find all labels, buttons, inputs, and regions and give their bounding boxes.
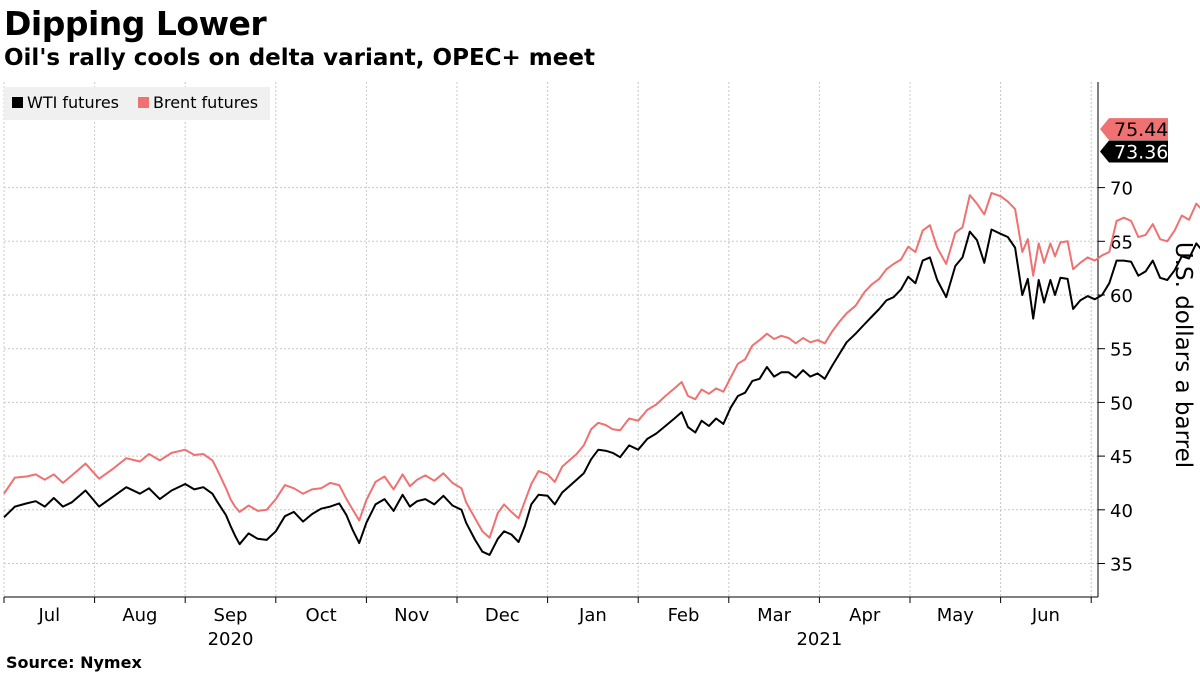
y-tick-label: 55	[1110, 340, 1133, 361]
x-tick-label: Dec	[485, 605, 520, 626]
y-tick-label: 40	[1110, 501, 1133, 522]
brent-last-value: 75.44	[1114, 119, 1168, 141]
x-tick-label: Aug	[122, 605, 157, 626]
source-note: Source: Nymex	[6, 653, 142, 672]
x-tick-label: May	[937, 605, 975, 626]
series-lines	[3, 192, 1200, 556]
legend-swatch-brent	[138, 97, 149, 108]
x-tick-label: Jan	[578, 605, 607, 626]
x-tick-label: Nov	[394, 605, 429, 626]
legend: WTI futures Brent futures	[4, 87, 270, 120]
year-label: 2021	[796, 629, 842, 650]
y-tick-label: 50	[1110, 393, 1133, 414]
wti-last-value-tag	[1100, 140, 1168, 163]
legend-swatch-wti	[12, 97, 23, 108]
x-tick-label: Jun	[1031, 605, 1060, 626]
chart-title: Dipping Lower	[4, 4, 267, 43]
grid	[3, 82, 1098, 597]
legend-label-brent: Brent futures	[153, 93, 258, 112]
brent-series-line	[3, 192, 1200, 539]
y-tick-label: 65	[1110, 232, 1133, 253]
y-axis-label: U.S. dollars a barrel	[1170, 242, 1196, 468]
x-tick-label: Apr	[849, 605, 881, 626]
y-tick-label: 70	[1110, 179, 1133, 200]
chart-subtitle: Oil's rally cools on delta variant, OPEC…	[4, 45, 595, 71]
wti-last-value: 73.36	[1114, 142, 1168, 164]
x-tick-label: Feb	[668, 605, 700, 626]
brent-last-value-tag	[1100, 118, 1168, 141]
x-tick-label: Sep	[214, 605, 248, 626]
axes: 35 40 45 50 55 60 65 70 Jul Aug Sep Oct Nov Dec Jan Feb…	[3, 82, 1133, 650]
x-tick-label: Jul	[37, 605, 60, 626]
wti-series-line	[3, 228, 1200, 556]
y-tick-label: 45	[1110, 447, 1133, 468]
year-label: 2020	[208, 629, 254, 650]
legend-background	[4, 87, 270, 120]
y-tick-label: 35	[1110, 555, 1133, 576]
x-tick-label: Mar	[757, 605, 792, 626]
legend-label-wti: WTI futures	[27, 93, 119, 112]
x-tick-label: Oct	[306, 605, 337, 626]
y-tick-label: 60	[1110, 286, 1133, 307]
